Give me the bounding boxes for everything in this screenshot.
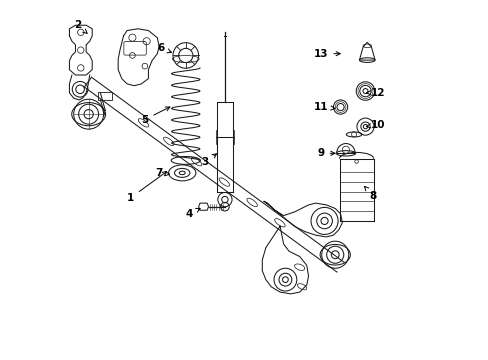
Text: 12: 12 <box>366 88 385 98</box>
Text: 7: 7 <box>155 168 169 178</box>
Text: 9: 9 <box>317 148 334 158</box>
Text: 1: 1 <box>127 172 166 203</box>
Text: 8: 8 <box>364 186 376 201</box>
Text: 10: 10 <box>366 120 385 130</box>
Text: 6: 6 <box>157 43 171 53</box>
Text: 2: 2 <box>74 20 87 33</box>
Text: 3: 3 <box>202 154 216 167</box>
Text: 4: 4 <box>185 208 200 219</box>
Text: 11: 11 <box>313 102 334 112</box>
Text: 5: 5 <box>141 107 169 125</box>
Bar <box>98 92 112 100</box>
Text: 13: 13 <box>313 49 340 59</box>
